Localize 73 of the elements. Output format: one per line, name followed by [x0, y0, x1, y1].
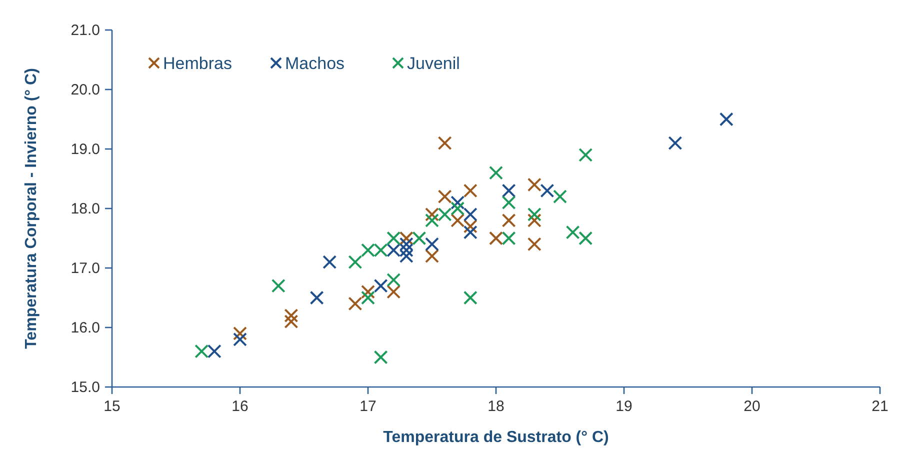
point [425, 249, 439, 264]
point [386, 284, 401, 299]
point [463, 225, 478, 240]
point [399, 237, 414, 252]
point [502, 231, 516, 246]
y-tick-label: 16.0 [70, 320, 100, 336]
x-tick-label: 17 [360, 398, 376, 415]
point [348, 255, 362, 270]
point [412, 231, 426, 246]
point [668, 136, 682, 150]
point [207, 344, 222, 358]
point [527, 207, 542, 222]
point [438, 207, 452, 222]
point [425, 237, 439, 252]
y-tick-label: 21.0 [70, 22, 100, 39]
point [233, 332, 247, 346]
point [463, 184, 478, 198]
point [540, 184, 554, 198]
point [438, 136, 452, 150]
y-tick-label: 18.0 [70, 200, 100, 218]
point [399, 249, 414, 264]
x-tick-label: 19 [616, 398, 632, 415]
point [719, 112, 734, 126]
point [450, 202, 465, 216]
point [348, 296, 362, 311]
point [527, 178, 542, 192]
legend-label: Juvenil [407, 54, 460, 73]
x-axis-title: Temperatura de Sustrato (° C) [383, 429, 609, 446]
x-tick-label: 16 [232, 398, 248, 415]
x-tick-label: 20 [744, 398, 760, 415]
point [271, 278, 286, 293]
point [386, 231, 401, 246]
y-tick-label: 20.0 [70, 82, 100, 98]
point [425, 213, 439, 228]
point [438, 190, 452, 204]
point [361, 290, 375, 305]
point [578, 231, 593, 246]
point [386, 272, 401, 287]
point [284, 308, 298, 323]
point [502, 184, 516, 198]
point [194, 344, 209, 358]
point [463, 290, 478, 305]
point [527, 213, 542, 228]
point [425, 207, 439, 222]
point [374, 278, 388, 293]
point [489, 231, 503, 246]
point [502, 213, 516, 228]
point [361, 284, 375, 299]
legend-label: Machos [285, 54, 345, 73]
legend-label: Hembras [163, 54, 232, 73]
point [502, 196, 516, 210]
point [578, 148, 593, 162]
point [284, 314, 298, 329]
point [489, 166, 503, 180]
point [527, 237, 542, 252]
point [450, 213, 465, 228]
x-tick-label: 21 [872, 398, 888, 415]
point [399, 231, 414, 246]
x-tick-label: 15 [104, 398, 120, 415]
point [566, 225, 580, 240]
y-tick-label: 19.0 [70, 141, 100, 158]
y-tick-label: 15.0 [70, 379, 100, 396]
point [322, 255, 337, 270]
point [553, 190, 567, 204]
x-tick-label: 18 [488, 398, 504, 415]
point [463, 207, 478, 222]
point [450, 196, 465, 210]
point [310, 290, 324, 305]
y-axis-title: Temperatura Corporal - Invierno (° C) [23, 68, 40, 349]
point [233, 326, 247, 340]
point [463, 219, 478, 234]
y-tick-label: 17.0 [70, 260, 100, 277]
point [374, 350, 388, 364]
